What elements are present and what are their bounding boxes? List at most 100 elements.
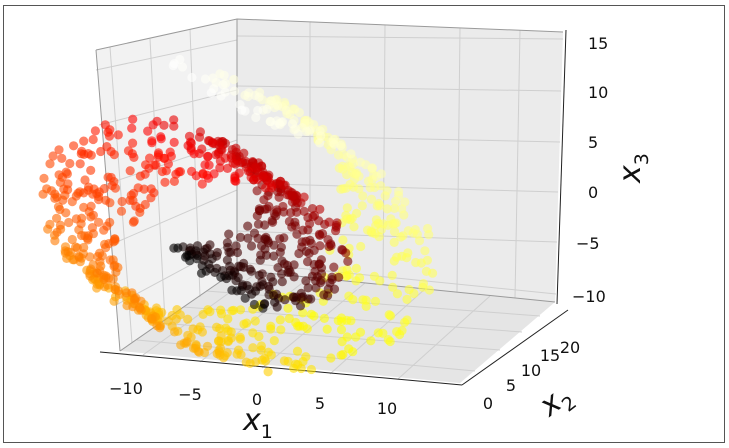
scatter-point: [291, 190, 301, 200]
scatter-point: [159, 153, 169, 163]
scatter-point: [386, 311, 396, 321]
scatter-point: [290, 221, 300, 231]
scatter-point: [246, 266, 256, 276]
scatter-point: [295, 301, 306, 311]
scatter-point: [332, 218, 342, 228]
scatter-point: [279, 233, 289, 243]
scatter-point: [420, 246, 430, 256]
scatter-point: [266, 183, 276, 193]
scatter-point: [183, 314, 193, 324]
scatter-point: [229, 86, 239, 96]
scatter-point: [216, 305, 226, 315]
scatter-point: [289, 272, 299, 282]
scatter-point: [260, 353, 270, 364]
scatter-point: [343, 256, 353, 266]
scatter-point: [83, 235, 93, 245]
scatter-point: [147, 136, 157, 146]
scatter-point: [341, 183, 351, 193]
scatter-point: [169, 176, 179, 186]
scatter-point: [298, 308, 308, 318]
scatter-point: [326, 353, 336, 363]
scatter-point: [394, 190, 404, 201]
scatter-point: [306, 364, 316, 375]
scatter-point: [45, 159, 55, 169]
scatter-point: [263, 190, 273, 201]
scatter-point: [58, 195, 68, 205]
scatter-point: [169, 115, 179, 125]
scatter-point: [316, 131, 326, 141]
scatter-point: [185, 256, 195, 266]
scatter-point: [261, 250, 272, 260]
y-tick-labels: 0 5 10 15 20: [483, 338, 580, 413]
scatter-point: [152, 321, 162, 331]
z-axis-line: [556, 29, 567, 305]
scatter-point: [296, 363, 306, 374]
scatter-point: [346, 149, 356, 159]
scatter-point: [229, 305, 239, 315]
scatter-point: [79, 242, 89, 253]
scatter-point: [75, 159, 85, 169]
scatter-point: [69, 141, 79, 151]
y-tick-label: 0: [483, 394, 493, 413]
scatter-point: [212, 322, 222, 332]
scatter-point: [272, 302, 282, 312]
scatter-point: [315, 241, 325, 251]
scatter-point: [256, 345, 266, 355]
scatter-point: [304, 118, 314, 128]
scatter-point: [218, 80, 228, 90]
scatter-point: [129, 216, 139, 226]
scatter-point: [197, 327, 207, 337]
scatter-point: [105, 198, 115, 208]
grid-line: [382, 24, 386, 285]
scatter-point: [57, 153, 67, 163]
scatter-point: [319, 313, 329, 323]
scatter-points: [38, 54, 438, 377]
scatter-point: [382, 204, 392, 214]
z-tick-label: 5: [588, 133, 598, 152]
scatter-point: [278, 201, 288, 212]
scatter-point: [129, 294, 140, 304]
scatter-point: [45, 219, 55, 229]
scatter-point: [71, 242, 81, 252]
y-tick-label: 5: [506, 376, 516, 395]
scatter-point: [222, 163, 233, 173]
scatter-point: [424, 285, 434, 295]
scatter-point: [235, 334, 245, 344]
z-tick-label: −5: [576, 234, 600, 253]
scatter-point: [299, 192, 309, 202]
scatter-point: [143, 126, 153, 136]
scatter-point: [110, 236, 120, 246]
scatter-point: [283, 303, 293, 313]
scatter-point: [246, 241, 257, 251]
scatter-point: [104, 131, 115, 141]
scatter-point: [306, 294, 316, 304]
scatter-point: [358, 191, 368, 201]
scatter-point: [67, 234, 77, 245]
z-tick-labels: 15 10 5 0 −5 −10: [572, 34, 608, 306]
scatter-point: [216, 272, 226, 282]
scatter-point: [95, 265, 105, 275]
scatter-point: [90, 126, 100, 136]
scatter-point: [264, 201, 274, 212]
scatter-point: [262, 104, 272, 114]
scatter-point: [48, 151, 58, 161]
scatter-point: [252, 174, 262, 184]
scatter-point: [329, 262, 339, 272]
scatter-point: [204, 160, 214, 170]
scatter-point: [277, 117, 288, 127]
z-tick-label: 0: [588, 183, 598, 202]
scatter-point: [389, 227, 400, 237]
scatter-point: [224, 229, 234, 239]
scatter-point: [125, 166, 135, 176]
scatter-point: [128, 114, 138, 124]
scatter-point: [392, 252, 402, 262]
scatter-point: [298, 321, 308, 331]
y-tick-label: 15: [540, 346, 560, 365]
scatter-point: [220, 153, 230, 163]
scatter-point: [235, 305, 246, 315]
scatter-point: [170, 327, 180, 337]
scatter-point: [94, 191, 104, 202]
scatter-point: [263, 367, 273, 377]
